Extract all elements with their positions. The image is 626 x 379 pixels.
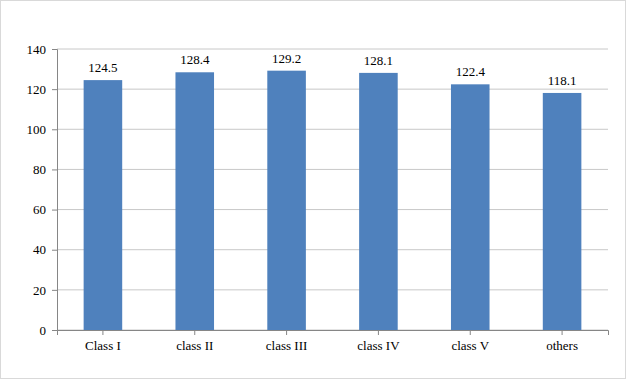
data-label: 124.5 <box>88 60 117 75</box>
y-tick: 60 <box>33 202 57 217</box>
bar <box>543 93 582 330</box>
bar <box>267 71 306 330</box>
y-tick-mark <box>52 330 57 331</box>
y-tick-mark <box>52 89 57 90</box>
data-label: 128.1 <box>364 53 393 68</box>
grid-line <box>57 129 608 130</box>
y-tick: 40 <box>33 242 57 257</box>
x-tick-label: class II <box>176 338 213 353</box>
bars <box>84 71 582 330</box>
y-tick-label: 40 <box>33 242 46 257</box>
grid <box>57 49 608 330</box>
y-tick-label: 100 <box>27 122 47 137</box>
x-axis-line <box>58 331 609 336</box>
x-tick-label: others <box>546 338 578 353</box>
grid-line <box>57 289 608 290</box>
y-tick: 0 <box>40 323 58 338</box>
plot: 0 20 40 60 80 100 120 140 Class I class II class I… <box>27 42 609 354</box>
y-tick: 140 <box>27 42 58 57</box>
x-tick-label: class IV <box>357 338 400 353</box>
x-tick-label: class V <box>451 338 489 353</box>
bar <box>451 84 490 330</box>
bar <box>175 72 214 330</box>
y-tick-label: 20 <box>33 283 46 298</box>
grid-line <box>57 209 608 210</box>
x-tick-mark <box>286 330 287 335</box>
y-tick-label: 60 <box>33 202 46 217</box>
y-tick-mark <box>52 169 57 170</box>
x-tick: Class I <box>85 330 121 353</box>
x-tick-label: Class I <box>85 338 121 353</box>
x-tick-mark <box>562 330 563 335</box>
x-tick: class II <box>176 330 213 353</box>
data-labels: 124.5 128.4 129.2 128.1 122.4 118.1 <box>88 51 576 88</box>
x-tick: class V <box>451 330 489 353</box>
y-tick-mark <box>52 129 57 130</box>
y-tick: 100 <box>27 122 58 137</box>
y-tick-mark <box>52 49 57 50</box>
bar <box>84 80 123 330</box>
y-tick: 120 <box>27 82 58 97</box>
x-tick: class IV <box>357 330 400 353</box>
chart-frame <box>1 1 626 379</box>
x-axis: Class I class II class III class IV class V o… <box>58 330 609 353</box>
y-tick-label: 140 <box>27 42 47 57</box>
y-tick: 80 <box>33 162 57 177</box>
y-tick-label: 80 <box>33 162 46 177</box>
y-tick-mark <box>52 250 57 251</box>
bar <box>359 73 398 330</box>
y-tick-mark <box>52 290 57 291</box>
data-label: 128.4 <box>180 52 210 67</box>
x-tick-mark <box>102 330 103 335</box>
grid-line <box>57 249 608 250</box>
y-tick-label: 0 <box>40 323 47 338</box>
y-tick-label: 120 <box>27 82 47 97</box>
x-tick-label: class III <box>266 338 308 353</box>
x-tick: class III <box>266 330 308 353</box>
y-axis-line <box>52 50 58 331</box>
y-axis: 0 20 40 60 80 100 120 140 <box>27 42 58 338</box>
x-tick: others <box>546 330 578 353</box>
grid-line <box>57 89 608 90</box>
y-tick-mark <box>52 210 57 211</box>
grid-line <box>57 49 608 50</box>
data-label: 118.1 <box>548 73 577 88</box>
data-label: 129.2 <box>272 51 301 66</box>
grid-line <box>57 169 608 170</box>
data-label: 122.4 <box>456 64 486 79</box>
x-tick-mark <box>378 330 379 335</box>
chart: 0 20 40 60 80 100 120 140 Class I class II class I… <box>0 0 626 379</box>
y-tick: 20 <box>33 283 57 298</box>
x-tick-mark <box>194 330 195 335</box>
x-tick-mark <box>470 330 471 335</box>
